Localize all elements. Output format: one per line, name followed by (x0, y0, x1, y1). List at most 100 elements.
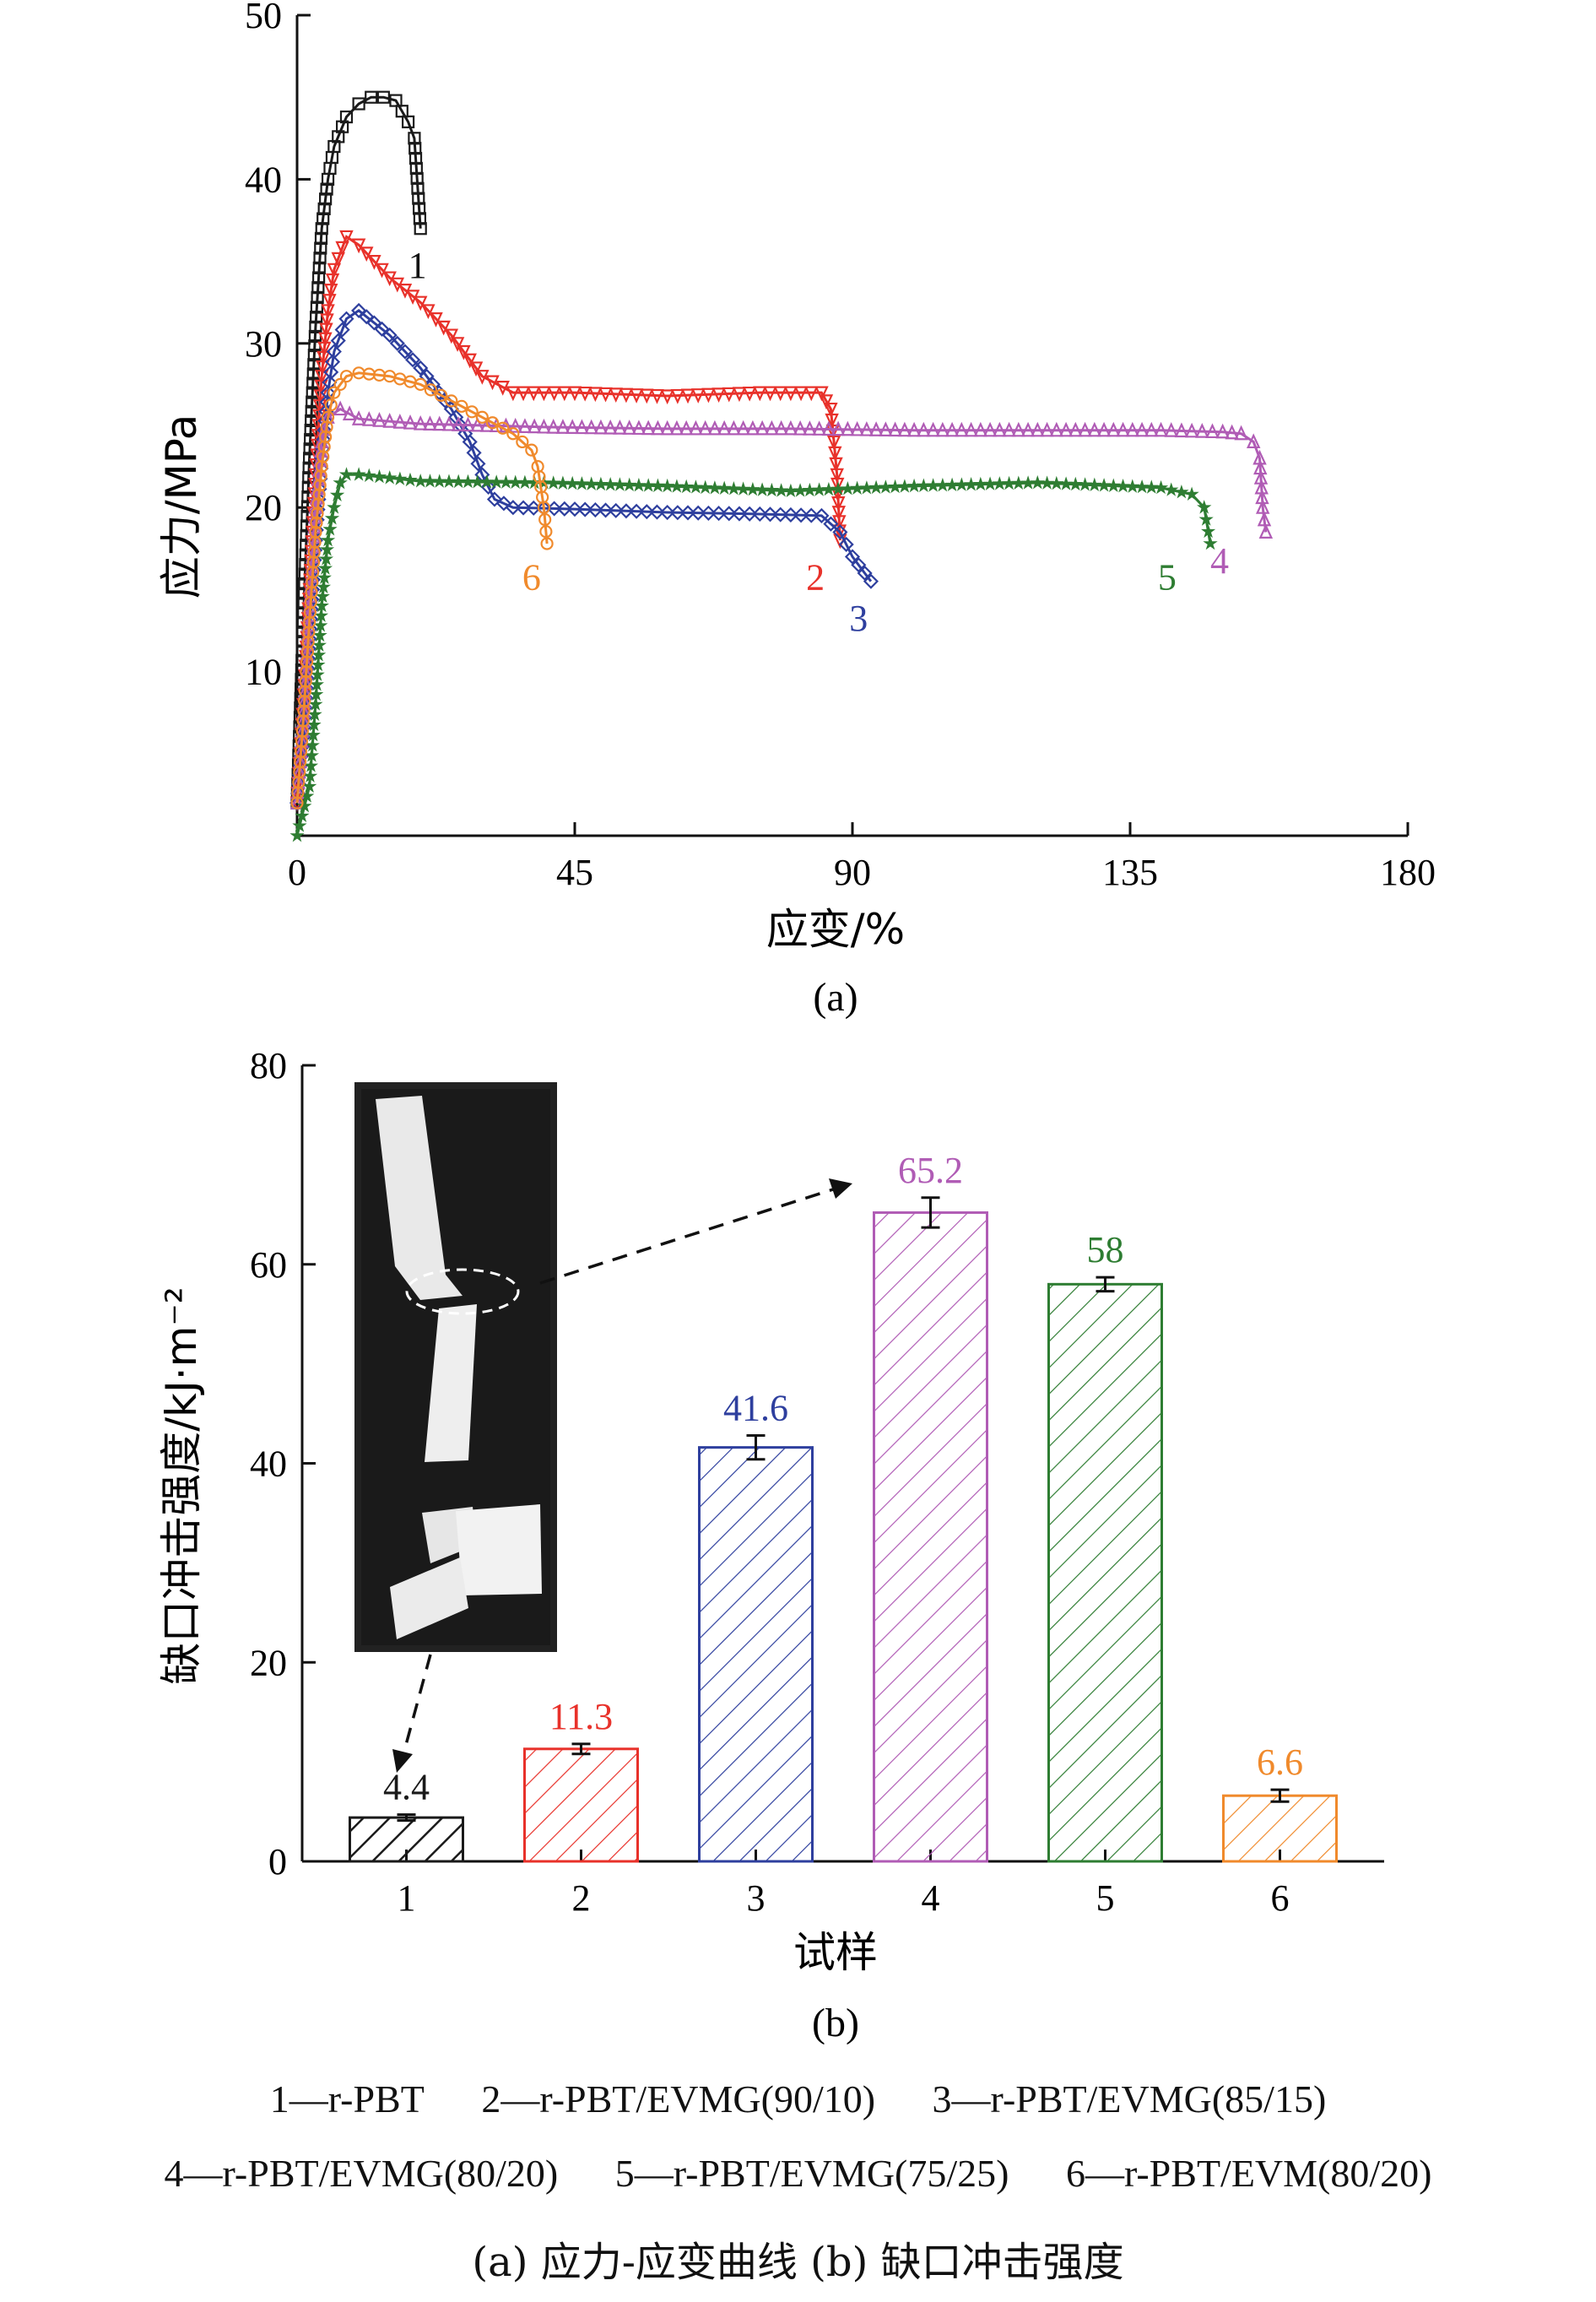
data-point (679, 420, 694, 436)
panel-a-label: (a) (813, 975, 858, 1020)
data-point (371, 469, 387, 484)
data-point (314, 469, 327, 483)
data-point (320, 385, 336, 401)
data-point (310, 667, 325, 681)
y-tick-label: 20 (245, 487, 282, 528)
data-point (841, 420, 855, 436)
data-point (310, 301, 323, 314)
curve-label: 3 (849, 598, 868, 639)
data-point (742, 506, 758, 522)
data-point (424, 383, 438, 397)
data-point (323, 364, 339, 380)
data-point (309, 320, 322, 333)
data-point (879, 421, 893, 436)
figure-caption: (a) 应力-应变曲线 (b) 缺口冲击强度 (472, 2239, 1124, 2286)
data-point (305, 738, 320, 752)
bar (523, 1747, 639, 1863)
data-point (1020, 421, 1036, 437)
data-point (403, 472, 418, 487)
series-1 (290, 90, 427, 810)
data-point (468, 361, 484, 377)
data-point (598, 387, 613, 403)
data-point (916, 478, 932, 492)
data-point (868, 421, 884, 436)
data-point (917, 421, 931, 437)
data-point (335, 241, 349, 257)
bar (349, 1816, 464, 1863)
data-point (1154, 421, 1168, 437)
data-point (309, 677, 324, 691)
data-point (410, 171, 424, 185)
data-point (1184, 422, 1199, 438)
data-point (465, 405, 479, 419)
data-point (609, 387, 623, 403)
data-point (944, 477, 960, 492)
data-point (1020, 475, 1036, 490)
data-point (311, 647, 327, 662)
data-point (1031, 421, 1045, 437)
y-tick-label: 60 (250, 1244, 287, 1286)
value-label: 4.4 (383, 1767, 430, 1808)
data-point (1246, 433, 1261, 449)
data-point (392, 471, 408, 485)
data-point (1257, 511, 1272, 527)
data-point (669, 420, 684, 436)
data-point (316, 579, 332, 594)
data-point (413, 360, 429, 376)
data-point (316, 450, 330, 463)
data-point (317, 440, 331, 453)
data-point (1205, 423, 1220, 439)
data-point (297, 798, 312, 813)
data-point (516, 500, 532, 516)
data-point (537, 418, 551, 434)
data-point (1078, 421, 1092, 437)
stress-axis-label: 应力/MPa (157, 414, 206, 599)
data-point (812, 420, 826, 436)
data-point (565, 475, 580, 490)
data-point (309, 686, 324, 701)
data-point (803, 420, 817, 436)
data-point (1011, 475, 1026, 490)
data-point (408, 151, 423, 165)
data-point (944, 421, 960, 437)
legend-row-2: 4—r-PBT/EVMG(80/20) 5—r-PBT/EVMG(75/25) … (0, 2151, 1596, 2196)
data-point (1049, 421, 1064, 437)
data-point (312, 488, 326, 501)
data-point (516, 435, 529, 449)
data-point (765, 420, 779, 436)
data-point (311, 271, 326, 284)
curve-label: 2 (806, 556, 825, 598)
data-point (830, 420, 846, 436)
data-point (451, 474, 466, 489)
data-point (584, 419, 598, 435)
y-tick-label: 50 (245, 0, 282, 36)
data-point (516, 386, 531, 402)
data-point (479, 417, 495, 432)
data-point (475, 410, 489, 424)
data-point (707, 420, 722, 436)
data-point (432, 474, 447, 488)
legend-item: 2—r-PBT/EVMG(90/10) (481, 2077, 876, 2121)
data-point (793, 507, 809, 523)
data-point (334, 322, 350, 338)
x-tick-label: 180 (1380, 852, 1436, 893)
data-point (1184, 486, 1199, 501)
data-point (315, 588, 330, 604)
data-point (783, 483, 798, 498)
data-point (324, 398, 338, 412)
data-point (289, 827, 305, 842)
series-4 (289, 400, 1274, 810)
data-point (300, 655, 314, 669)
data-point (828, 446, 842, 462)
data-point (782, 506, 798, 523)
data-point (755, 420, 770, 436)
data-point (327, 500, 342, 514)
data-point (321, 410, 335, 424)
data-point (296, 714, 310, 728)
bar (873, 1211, 988, 1863)
x-tick-label: 5 (1096, 1877, 1115, 1919)
stress-strain-annotations: 1 23 45 6 (408, 245, 1229, 639)
data-point (470, 474, 485, 489)
data-point (1174, 422, 1189, 438)
data-point (935, 421, 950, 437)
